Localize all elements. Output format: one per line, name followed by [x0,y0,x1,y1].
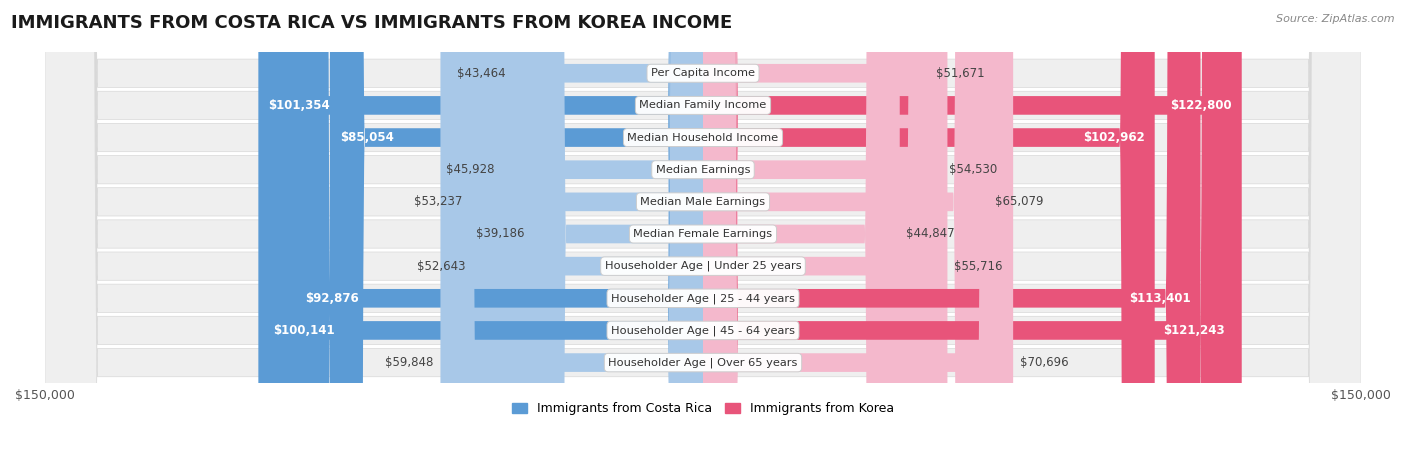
Text: $121,243: $121,243 [1163,324,1225,337]
FancyBboxPatch shape [703,0,900,467]
Text: Median Household Income: Median Household Income [627,133,779,142]
Text: $44,847: $44,847 [907,227,955,241]
Text: Median Family Income: Median Family Income [640,100,766,110]
FancyBboxPatch shape [45,0,1361,467]
FancyBboxPatch shape [470,0,703,467]
FancyBboxPatch shape [531,0,703,467]
FancyBboxPatch shape [45,0,1361,467]
FancyBboxPatch shape [703,0,942,467]
Text: $102,962: $102,962 [1083,131,1144,144]
FancyBboxPatch shape [259,0,703,467]
Text: $53,237: $53,237 [415,195,463,208]
Text: Householder Age | Under 25 years: Householder Age | Under 25 years [605,261,801,271]
FancyBboxPatch shape [703,0,1241,467]
Text: $39,186: $39,186 [477,227,524,241]
Text: $92,876: $92,876 [305,292,359,305]
Text: $51,671: $51,671 [936,67,984,80]
FancyBboxPatch shape [264,0,703,467]
Text: $65,079: $65,079 [995,195,1043,208]
FancyBboxPatch shape [472,0,703,467]
FancyBboxPatch shape [512,0,703,467]
FancyBboxPatch shape [295,0,703,467]
FancyBboxPatch shape [45,0,1361,467]
Text: $113,401: $113,401 [1129,292,1191,305]
Text: $100,141: $100,141 [274,324,335,337]
Text: Median Earnings: Median Earnings [655,165,751,175]
FancyBboxPatch shape [703,0,1234,467]
Text: Source: ZipAtlas.com: Source: ZipAtlas.com [1277,14,1395,24]
Text: $43,464: $43,464 [457,67,506,80]
FancyBboxPatch shape [502,0,703,467]
FancyBboxPatch shape [45,0,1361,467]
Text: Householder Age | 45 - 64 years: Householder Age | 45 - 64 years [612,325,794,336]
Text: $54,530: $54,530 [949,163,997,176]
FancyBboxPatch shape [45,0,1361,467]
FancyBboxPatch shape [703,0,929,467]
FancyBboxPatch shape [703,0,948,467]
Text: IMMIGRANTS FROM COSTA RICA VS IMMIGRANTS FROM KOREA INCOME: IMMIGRANTS FROM COSTA RICA VS IMMIGRANTS… [11,14,733,32]
FancyBboxPatch shape [703,0,1154,467]
Text: Median Female Earnings: Median Female Earnings [634,229,772,239]
Text: $55,716: $55,716 [955,260,1002,273]
Text: $122,800: $122,800 [1170,99,1232,112]
FancyBboxPatch shape [45,0,1361,467]
FancyBboxPatch shape [703,0,988,467]
FancyBboxPatch shape [45,0,1361,467]
Text: $59,848: $59,848 [385,356,434,369]
FancyBboxPatch shape [703,0,1201,467]
FancyBboxPatch shape [440,0,703,467]
Text: Median Male Earnings: Median Male Earnings [641,197,765,207]
Text: Householder Age | 25 - 44 years: Householder Age | 25 - 44 years [612,293,794,304]
Text: $45,928: $45,928 [447,163,495,176]
FancyBboxPatch shape [45,0,1361,467]
Text: $52,643: $52,643 [418,260,465,273]
FancyBboxPatch shape [45,0,1361,467]
Text: Householder Age | Over 65 years: Householder Age | Over 65 years [609,357,797,368]
Text: $85,054: $85,054 [340,131,394,144]
Text: $101,354: $101,354 [269,99,330,112]
Text: $70,696: $70,696 [1019,356,1069,369]
FancyBboxPatch shape [330,0,703,467]
Legend: Immigrants from Costa Rica, Immigrants from Korea: Immigrants from Costa Rica, Immigrants f… [508,397,898,420]
Text: Per Capita Income: Per Capita Income [651,68,755,78]
FancyBboxPatch shape [703,0,1014,467]
FancyBboxPatch shape [45,0,1361,467]
